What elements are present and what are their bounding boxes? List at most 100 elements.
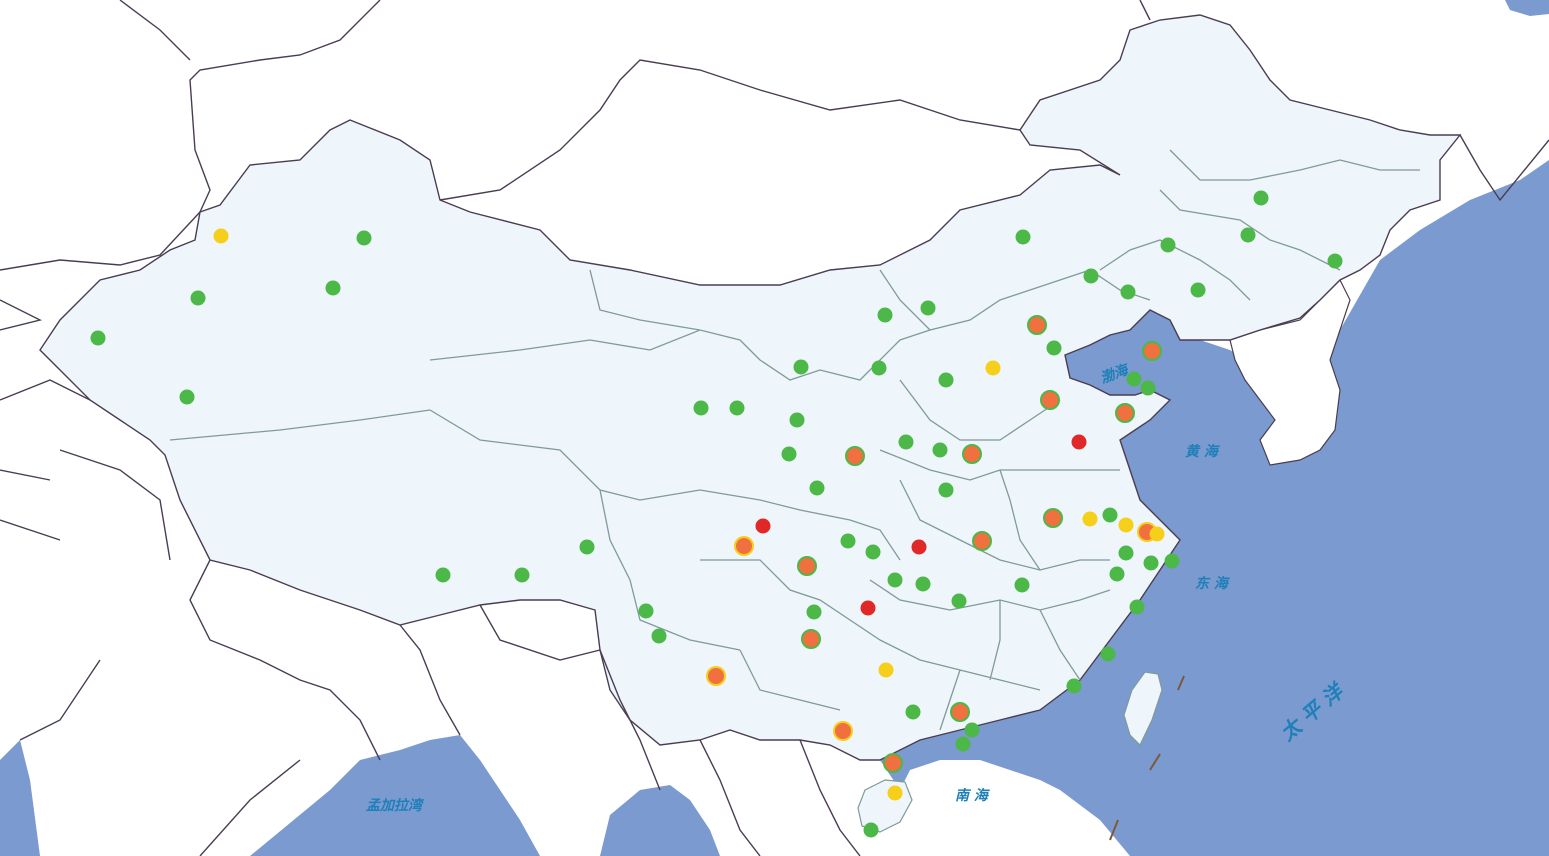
china-land: [39, 14, 1462, 761]
andaman-sea: [600, 785, 720, 856]
station-marker-good[interactable]: [356, 230, 372, 246]
station-marker-good[interactable]: [865, 544, 881, 560]
station-marker-good[interactable]: [693, 400, 709, 416]
station-marker-good[interactable]: [179, 389, 195, 405]
japan-sea-corner: [1505, 0, 1549, 16]
bohai-sea: [1065, 315, 1165, 395]
station-marker-good[interactable]: [1118, 545, 1134, 561]
south-asia-borders: [19, 559, 861, 856]
station-marker-good[interactable]: [435, 567, 451, 583]
station-marker-unhealthy[interactable]: [962, 444, 982, 464]
station-marker-unhealthy[interactable]: [833, 721, 853, 741]
station-marker-good[interactable]: [871, 360, 887, 376]
station-marker-good[interactable]: [920, 300, 936, 316]
station-marker-good[interactable]: [1126, 371, 1142, 387]
station-marker-moderate[interactable]: [1149, 526, 1165, 542]
station-marker-good[interactable]: [1046, 340, 1062, 356]
station-marker-good[interactable]: [1083, 268, 1099, 284]
station-marker-good[interactable]: [579, 539, 595, 555]
station-marker-good[interactable]: [325, 280, 341, 296]
station-marker-good[interactable]: [806, 604, 822, 620]
station-marker-moderate[interactable]: [985, 360, 1001, 376]
station-marker-moderate[interactable]: [878, 662, 894, 678]
station-marker-good[interactable]: [1100, 646, 1116, 662]
central-asia-borders: [0, 299, 171, 561]
sea-label-south-sea: 南 海: [955, 787, 991, 804]
station-marker-good[interactable]: [840, 533, 856, 549]
station-marker-unhealthy[interactable]: [1142, 341, 1162, 361]
station-marker-good[interactable]: [781, 446, 797, 462]
station-marker-unhealthy[interactable]: [1040, 390, 1060, 410]
station-marker-very-unhealthy[interactable]: [911, 539, 927, 555]
station-marker-moderate[interactable]: [213, 228, 229, 244]
station-marker-moderate[interactable]: [1082, 511, 1098, 527]
west-coast-sea: [0, 740, 40, 856]
station-marker-moderate[interactable]: [1118, 517, 1134, 533]
station-marker-unhealthy[interactable]: [1043, 508, 1063, 528]
pacific-ocean: [880, 160, 1549, 856]
station-marker-good[interactable]: [932, 442, 948, 458]
station-marker-good[interactable]: [809, 480, 825, 496]
station-marker-good[interactable]: [863, 822, 879, 838]
station-marker-good[interactable]: [729, 400, 745, 416]
sea-label-bay-of-bengal: 孟加拉湾: [366, 797, 425, 814]
station-marker-unhealthy[interactable]: [950, 702, 970, 722]
station-marker-good[interactable]: [887, 572, 903, 588]
province-borders: [169, 149, 1420, 731]
mongolia-border: [0, 0, 1021, 271]
station-marker-good[interactable]: [1240, 227, 1256, 243]
station-marker-good[interactable]: [651, 628, 667, 644]
sea-label-east-sea: 东 海: [1195, 575, 1231, 592]
station-marker-unhealthy[interactable]: [1027, 315, 1047, 335]
station-marker-good[interactable]: [955, 736, 971, 752]
station-marker-good[interactable]: [1109, 566, 1125, 582]
station-marker-good[interactable]: [1327, 253, 1343, 269]
station-marker-good[interactable]: [915, 576, 931, 592]
station-marker-good[interactable]: [898, 434, 914, 450]
station-marker-good[interactable]: [938, 372, 954, 388]
station-marker-unhealthy[interactable]: [797, 556, 817, 576]
station-marker-good[interactable]: [793, 359, 809, 375]
station-marker-good[interactable]: [90, 330, 106, 346]
station-marker-good[interactable]: [1120, 284, 1136, 300]
bay-of-bengal: [250, 735, 540, 856]
station-marker-good[interactable]: [1015, 229, 1031, 245]
station-marker-very-unhealthy[interactable]: [1071, 434, 1087, 450]
station-marker-good[interactable]: [514, 567, 530, 583]
station-marker-good[interactable]: [638, 603, 654, 619]
station-marker-good[interactable]: [951, 593, 967, 609]
station-marker-good[interactable]: [877, 307, 893, 323]
station-marker-good[interactable]: [190, 290, 206, 306]
station-marker-good[interactable]: [905, 704, 921, 720]
sea-label-yellow-sea: 黄 海: [1185, 443, 1221, 460]
station-marker-good[interactable]: [1160, 237, 1176, 253]
station-marker-good[interactable]: [1102, 507, 1118, 523]
station-marker-good[interactable]: [1190, 282, 1206, 298]
station-marker-unhealthy[interactable]: [845, 446, 865, 466]
station-marker-good[interactable]: [1143, 555, 1159, 571]
station-marker-good[interactable]: [1129, 599, 1145, 615]
monitoring-stations: [90, 190, 1343, 838]
station-marker-moderate[interactable]: [887, 785, 903, 801]
station-marker-good[interactable]: [964, 722, 980, 738]
station-marker-unhealthy[interactable]: [972, 531, 992, 551]
station-marker-good[interactable]: [1014, 577, 1030, 593]
station-marker-unhealthy[interactable]: [801, 629, 821, 649]
station-marker-good[interactable]: [1066, 678, 1082, 694]
island-marks: [1109, 675, 1185, 841]
station-marker-good[interactable]: [1164, 553, 1180, 569]
russia-border: [119, 0, 1549, 202]
hainan: [857, 779, 913, 833]
station-marker-unhealthy[interactable]: [734, 536, 754, 556]
taiwan: [1123, 671, 1163, 747]
station-marker-good[interactable]: [1253, 190, 1269, 206]
station-marker-very-unhealthy[interactable]: [755, 518, 771, 534]
station-marker-unhealthy[interactable]: [883, 753, 903, 773]
station-marker-unhealthy[interactable]: [1115, 403, 1135, 423]
station-marker-good[interactable]: [938, 482, 954, 498]
station-marker-very-unhealthy[interactable]: [860, 600, 876, 616]
station-marker-good[interactable]: [789, 412, 805, 428]
station-marker-unhealthy[interactable]: [706, 666, 726, 686]
station-marker-good[interactable]: [1140, 380, 1156, 396]
